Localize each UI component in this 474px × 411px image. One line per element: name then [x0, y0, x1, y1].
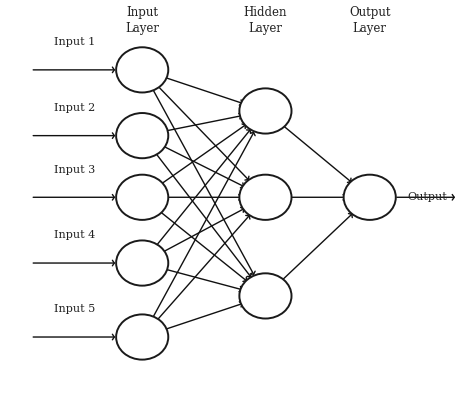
Text: Input 1: Input 1 [54, 37, 95, 47]
Text: Input 3: Input 3 [54, 165, 95, 175]
Text: Hidden
Layer: Hidden Layer [244, 6, 287, 35]
Circle shape [239, 88, 292, 134]
Text: Input 4: Input 4 [54, 231, 95, 240]
Text: Input 2: Input 2 [54, 103, 95, 113]
Text: Input 5: Input 5 [54, 305, 95, 314]
Circle shape [239, 273, 292, 319]
Circle shape [239, 175, 292, 220]
Circle shape [116, 113, 168, 158]
Circle shape [344, 175, 396, 220]
Text: Input
Layer: Input Layer [125, 6, 159, 35]
Text: Output
Layer: Output Layer [349, 6, 391, 35]
Circle shape [116, 175, 168, 220]
Circle shape [116, 240, 168, 286]
Circle shape [116, 47, 168, 92]
Text: Output: Output [408, 192, 447, 202]
Circle shape [116, 314, 168, 360]
